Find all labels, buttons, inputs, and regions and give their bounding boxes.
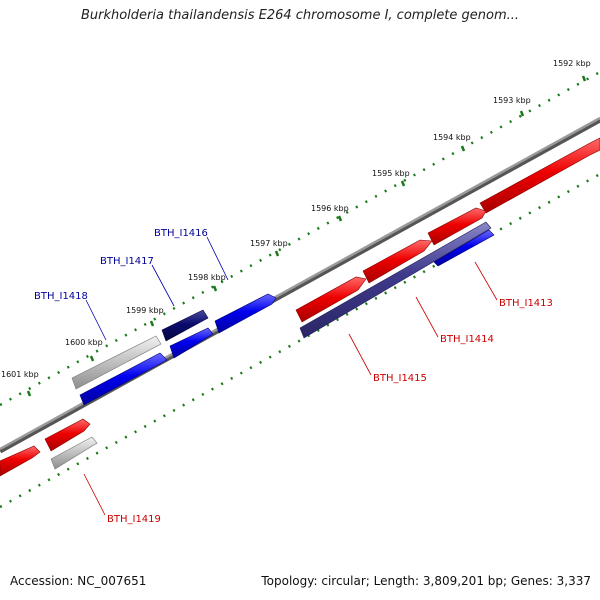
major-ticks (26, 75, 587, 397)
gene-blue-mid (169, 327, 214, 359)
accession-text: Accession: NC_007651 (10, 574, 147, 588)
gene-blue-long (79, 352, 168, 406)
gene-bth-i1414 (427, 207, 487, 246)
gene-bth-i1414-inner (299, 221, 492, 339)
ruler-label: 1593 kbp (493, 96, 531, 105)
gene-label-bth-i1419[interactable]: BTH_I1419 (107, 514, 161, 525)
ruler-label: 1599 kbp (126, 306, 164, 315)
ruler-label: 1598 kbp (188, 273, 226, 282)
upper-ruler-track (0, 70, 600, 407)
ruler-labels: 1592 kbp 1593 kbp 1594 kbp 1595 kbp 1596… (1, 59, 591, 379)
gene-forward-left (0, 445, 41, 477)
gene-forward-a (295, 276, 367, 323)
reverse-genes (71, 293, 277, 406)
forward-genes (0, 137, 600, 477)
gene-blue-inner (433, 229, 495, 267)
gene-bth-i1419 (44, 418, 91, 452)
gene-labels: BTH_I1416 BTH_I1417 BTH_I1418 BTH_I1413 … (34, 228, 553, 525)
ruler-label: 1594 kbp (433, 133, 471, 142)
label-connectors (83, 236, 498, 516)
gene-bth-i1416 (214, 293, 277, 334)
gene-label-bth-i1418[interactable]: BTH_I1418 (34, 291, 88, 302)
gene-bth-i1418 (71, 335, 162, 390)
inner-genes (50, 221, 495, 470)
ruler-label: 1597 kbp (250, 239, 288, 248)
ruler-label: 1601 kbp (1, 370, 39, 379)
gene-label-bth-i1414[interactable]: BTH_I1414 (440, 334, 494, 345)
gene-bth-i1415 (362, 239, 433, 284)
ruler-label: 1596 kbp (311, 204, 349, 213)
gene-label-bth-i1415[interactable]: BTH_I1415 (373, 373, 427, 384)
ruler-label: 1595 kbp (372, 169, 410, 178)
map-title: Burkholderia thailandensis E264 chromoso… (80, 8, 520, 23)
ruler-label: 1600 kbp (65, 338, 103, 347)
gene-label-bth-i1416[interactable]: BTH_I1416 (154, 228, 208, 239)
gene-bth-i1417 (161, 309, 209, 342)
ruler-label: 1592 kbp (553, 59, 591, 68)
gene-label-bth-i1417[interactable]: BTH_I1417 (100, 256, 154, 267)
gene-bth-i1413 (479, 137, 600, 214)
gene-label-bth-i1413[interactable]: BTH_I1413 (499, 298, 553, 309)
gene-grey-lower (50, 436, 98, 470)
genome-summary-text: Topology: circular; Length: 3,809,201 bp… (261, 574, 591, 588)
